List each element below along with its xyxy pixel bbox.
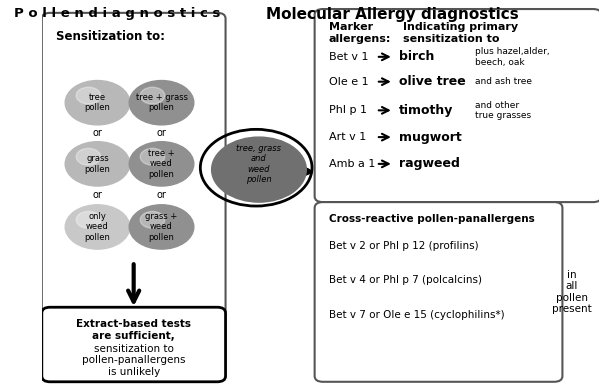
Text: Art v 1: Art v 1 bbox=[329, 132, 366, 142]
Text: Cross-reactive pollen-panallergens: Cross-reactive pollen-panallergens bbox=[329, 214, 535, 224]
Circle shape bbox=[76, 148, 101, 165]
Text: tree +
weed
pollen: tree + weed pollen bbox=[148, 149, 175, 179]
Text: Indicating primary
sensitization to: Indicating primary sensitization to bbox=[403, 22, 518, 44]
Circle shape bbox=[65, 205, 130, 249]
Text: birch: birch bbox=[399, 50, 434, 63]
Circle shape bbox=[129, 142, 194, 186]
Text: mugwort: mugwort bbox=[399, 130, 462, 144]
Circle shape bbox=[76, 87, 101, 104]
Text: Bet v 7 or Ole e 15 (cyclophilins*): Bet v 7 or Ole e 15 (cyclophilins*) bbox=[329, 310, 504, 320]
Text: tree
pollen: tree pollen bbox=[85, 93, 110, 112]
Text: grass +
weed
pollen: grass + weed pollen bbox=[145, 212, 178, 242]
Text: and ash tree: and ash tree bbox=[475, 77, 532, 86]
Text: tree, grass
and
weed
pollen: tree, grass and weed pollen bbox=[236, 144, 281, 184]
Circle shape bbox=[212, 137, 306, 202]
Text: or: or bbox=[157, 128, 166, 138]
Text: and other
true grasses: and other true grasses bbox=[475, 101, 531, 120]
Text: or: or bbox=[92, 128, 103, 138]
Text: olive tree: olive tree bbox=[399, 75, 466, 88]
Circle shape bbox=[76, 211, 101, 228]
Circle shape bbox=[65, 80, 130, 125]
Text: Sensitization to:: Sensitization to: bbox=[56, 30, 165, 43]
Text: Amb a 1: Amb a 1 bbox=[329, 159, 375, 169]
Text: in
all
pollen
present: in all pollen present bbox=[552, 269, 592, 314]
Circle shape bbox=[140, 148, 165, 165]
FancyBboxPatch shape bbox=[42, 13, 226, 315]
Text: Marker
allergens:: Marker allergens: bbox=[329, 22, 391, 44]
Circle shape bbox=[129, 205, 194, 249]
Text: Extract-based tests
are sufficient,: Extract-based tests are sufficient, bbox=[76, 320, 191, 341]
Text: Molecular Allergy diagnostics: Molecular Allergy diagnostics bbox=[266, 7, 519, 22]
Text: or: or bbox=[157, 190, 166, 200]
Text: grass
pollen: grass pollen bbox=[85, 154, 110, 174]
Text: plus hazel,alder,
beech, oak: plus hazel,alder, beech, oak bbox=[475, 47, 550, 67]
Text: Bet v 1: Bet v 1 bbox=[329, 52, 368, 62]
Text: Bet v 4 or Phl p 7 (polcalcins): Bet v 4 or Phl p 7 (polcalcins) bbox=[329, 276, 482, 286]
FancyBboxPatch shape bbox=[314, 9, 600, 202]
Circle shape bbox=[65, 142, 130, 186]
Text: Ole e 1: Ole e 1 bbox=[329, 77, 368, 87]
Circle shape bbox=[129, 80, 194, 125]
Text: Phl p 1: Phl p 1 bbox=[329, 105, 367, 115]
Circle shape bbox=[140, 211, 165, 228]
Text: ragweed: ragweed bbox=[399, 158, 460, 170]
Text: tree + grass
pollen: tree + grass pollen bbox=[136, 93, 188, 112]
Text: timothy: timothy bbox=[399, 104, 454, 117]
Circle shape bbox=[140, 87, 165, 104]
Text: P o l l e n d i a g n o s t i c s: P o l l e n d i a g n o s t i c s bbox=[14, 7, 220, 20]
FancyBboxPatch shape bbox=[42, 307, 226, 382]
Text: only
weed
pollen: only weed pollen bbox=[85, 212, 110, 242]
FancyBboxPatch shape bbox=[314, 202, 562, 382]
Text: or: or bbox=[92, 190, 103, 200]
Text: sensitization to
pollen-panallergens
is unlikely: sensitization to pollen-panallergens is … bbox=[82, 344, 185, 377]
Text: Bet v 2 or Phl p 12 (profilins): Bet v 2 or Phl p 12 (profilins) bbox=[329, 241, 478, 251]
